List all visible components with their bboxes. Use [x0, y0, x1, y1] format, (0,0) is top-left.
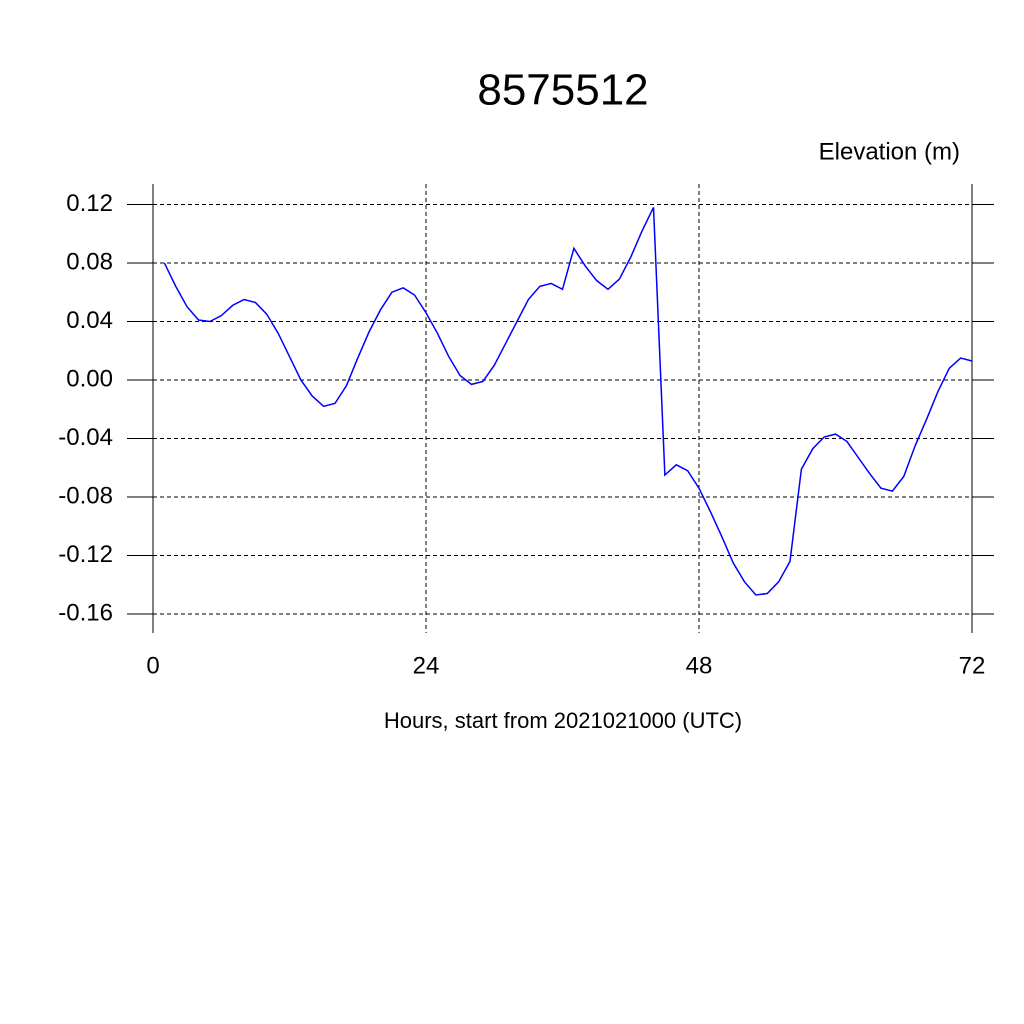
y-tick-label: 0.08 [66, 248, 113, 275]
y-tick-label: 0.12 [66, 190, 113, 217]
x-tick-label: 24 [413, 652, 440, 679]
y-tick-label: 0.00 [66, 365, 113, 392]
data-line [163, 207, 973, 596]
x-tick-label: 72 [959, 652, 986, 679]
y-tick-label: -0.08 [58, 482, 113, 509]
y-tick-label: -0.12 [58, 541, 113, 568]
y-tick-label: -0.04 [58, 424, 113, 451]
chart-title: 8575512 [477, 66, 648, 115]
y-tick-label: -0.16 [58, 599, 113, 626]
y-tick-label: 0.04 [66, 307, 113, 334]
x-tick-label: 48 [686, 652, 713, 679]
x-axis-label: Hours, start from 2021021000 (UTC) [384, 708, 742, 733]
chart-subtitle: Elevation (m) [819, 138, 960, 165]
x-tick-label: 0 [146, 652, 159, 679]
